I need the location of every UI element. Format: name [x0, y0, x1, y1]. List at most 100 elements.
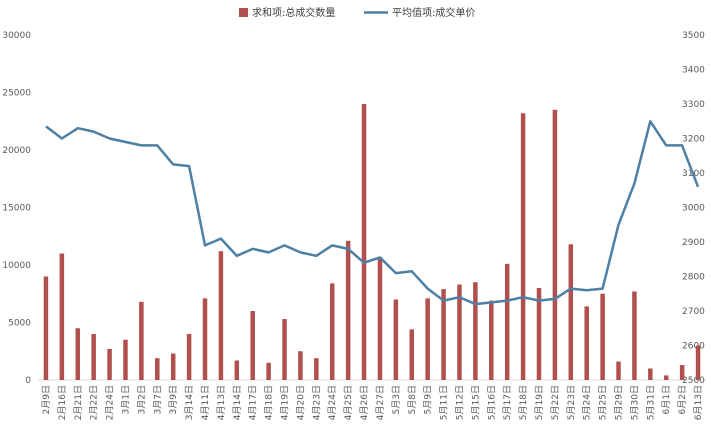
- bar: [186, 334, 192, 380]
- y-right-tick-label: 2500: [682, 376, 705, 386]
- x-tick-label: 4月13日: [216, 385, 227, 420]
- x-tick-label: 4月14日: [232, 385, 243, 420]
- y-right-tick-label: 3200: [682, 135, 705, 145]
- y-right-tick-label: 3300: [682, 100, 705, 110]
- y-left-tick-label: 10000: [2, 261, 31, 271]
- bar: [91, 334, 96, 380]
- bar: [457, 284, 462, 380]
- bar: [504, 263, 510, 380]
- bar: [59, 253, 65, 380]
- bar: [361, 104, 367, 380]
- bar: [409, 329, 415, 380]
- bar: [139, 301, 144, 380]
- price-line: [45, 120, 700, 306]
- bar: [107, 348, 112, 380]
- x-tick-label: 3月2日: [136, 385, 147, 414]
- bar: [552, 109, 558, 380]
- x-tick-label: 2月9日: [41, 385, 52, 414]
- x-tick-label: 4月11日: [200, 385, 211, 420]
- bar: [425, 298, 430, 380]
- y-right-tick-label: 2700: [682, 307, 705, 317]
- x-axis-categories: 2月9日 2月16日 2月21日 2月22日 2月24日 3月1日 3月2日 3月7日 3月9日…: [41, 385, 704, 420]
- bar: [663, 375, 669, 380]
- x-tick-label: 5月24日: [582, 385, 593, 420]
- x-tick-label: 4月26日: [359, 385, 370, 420]
- x-tick-label: 2月24日: [105, 385, 116, 420]
- x-tick-label: 4月17日: [248, 385, 259, 420]
- line-series: [45, 120, 700, 306]
- x-tick-label: 5月25日: [598, 385, 609, 420]
- x-tick-label: 3月14日: [184, 385, 195, 420]
- y-right-tick-label: 2900: [682, 238, 705, 248]
- x-tick-label: 5月11日: [439, 385, 450, 420]
- y-right-tick-label: 2800: [682, 273, 705, 283]
- x-tick-label: 5月23日: [566, 385, 577, 420]
- legend-bar-label: 求和项:总成交数量: [252, 6, 335, 19]
- x-tick-label: 4月20日: [295, 385, 306, 420]
- x-tick-label: 6月2日: [677, 385, 688, 414]
- y-axis-right: 2500260027002800290030003100320033003400…: [682, 31, 705, 386]
- x-tick-label: 3月7日: [152, 385, 163, 414]
- y-left-tick-label: 25000: [2, 89, 31, 99]
- bar: [282, 319, 287, 380]
- bar: [218, 251, 224, 380]
- bar: [266, 362, 271, 380]
- y-left-tick-label: 15000: [2, 204, 31, 214]
- x-tick-label: 5月22日: [550, 385, 561, 420]
- bar: [155, 358, 160, 380]
- x-tick-label: 5月8日: [407, 385, 418, 414]
- bar: [695, 345, 701, 380]
- x-tick-label: 4月25日: [343, 385, 354, 420]
- bar: [234, 360, 240, 380]
- x-tick-label: 5月17日: [502, 385, 513, 420]
- bar: [473, 282, 478, 380]
- x-tick-label: 3月1日: [121, 385, 132, 414]
- bar: [616, 361, 621, 380]
- bar: [600, 293, 605, 380]
- y-left-tick-label: 5000: [8, 319, 31, 329]
- x-tick-label: 4月23日: [311, 385, 322, 420]
- x-tick-label: 5月19日: [534, 385, 545, 420]
- y-right-tick-label: 3000: [682, 204, 705, 214]
- legend-line-label: 平均值项:成交单价: [392, 6, 475, 19]
- x-tick-label: 5月16日: [486, 385, 497, 420]
- x-tick-label: 2月21日: [73, 385, 84, 420]
- bar: [568, 244, 574, 380]
- bar: [123, 339, 128, 380]
- bar: [632, 291, 637, 380]
- bar: [489, 300, 494, 380]
- y-left-tick-label: 30000: [2, 31, 31, 41]
- x-tick-label: 2月22日: [89, 385, 100, 420]
- bar: [202, 298, 208, 380]
- x-tick-label: 4月18日: [264, 385, 275, 420]
- bar: [170, 353, 176, 380]
- bar: [250, 311, 255, 380]
- bar: [536, 288, 542, 380]
- bar: [679, 365, 685, 380]
- x-tick-label: 5月9日: [423, 385, 434, 414]
- bar: [648, 368, 653, 380]
- bar: [75, 328, 81, 380]
- bar: [298, 351, 303, 380]
- x-tick-label: 6月1日: [661, 385, 672, 414]
- x-tick-label: 5月30日: [629, 385, 640, 420]
- x-tick-label: 4月27日: [375, 385, 386, 420]
- bar: [329, 283, 335, 380]
- legend-bar-swatch: [239, 8, 248, 17]
- y-axis-left: 0 5000 10000 15000 20000 25000 30000: [2, 31, 31, 386]
- y-left-tick-label: 20000: [2, 146, 31, 156]
- x-tick-label: 2月16日: [57, 385, 68, 420]
- x-tick-label: 5月18日: [518, 385, 529, 420]
- y-right-tick-label: 3500: [682, 31, 705, 41]
- x-tick-label: 4月19日: [280, 385, 291, 420]
- x-tick-label: 6月13日: [693, 385, 704, 420]
- bar: [520, 113, 526, 380]
- x-tick-label: 5月12日: [455, 385, 466, 420]
- bar: [441, 289, 446, 380]
- y-right-tick-label: 2600: [682, 342, 705, 352]
- bar: [377, 256, 383, 380]
- y-right-tick-label: 3400: [682, 66, 705, 76]
- bar: [314, 358, 319, 380]
- bar: [393, 299, 399, 380]
